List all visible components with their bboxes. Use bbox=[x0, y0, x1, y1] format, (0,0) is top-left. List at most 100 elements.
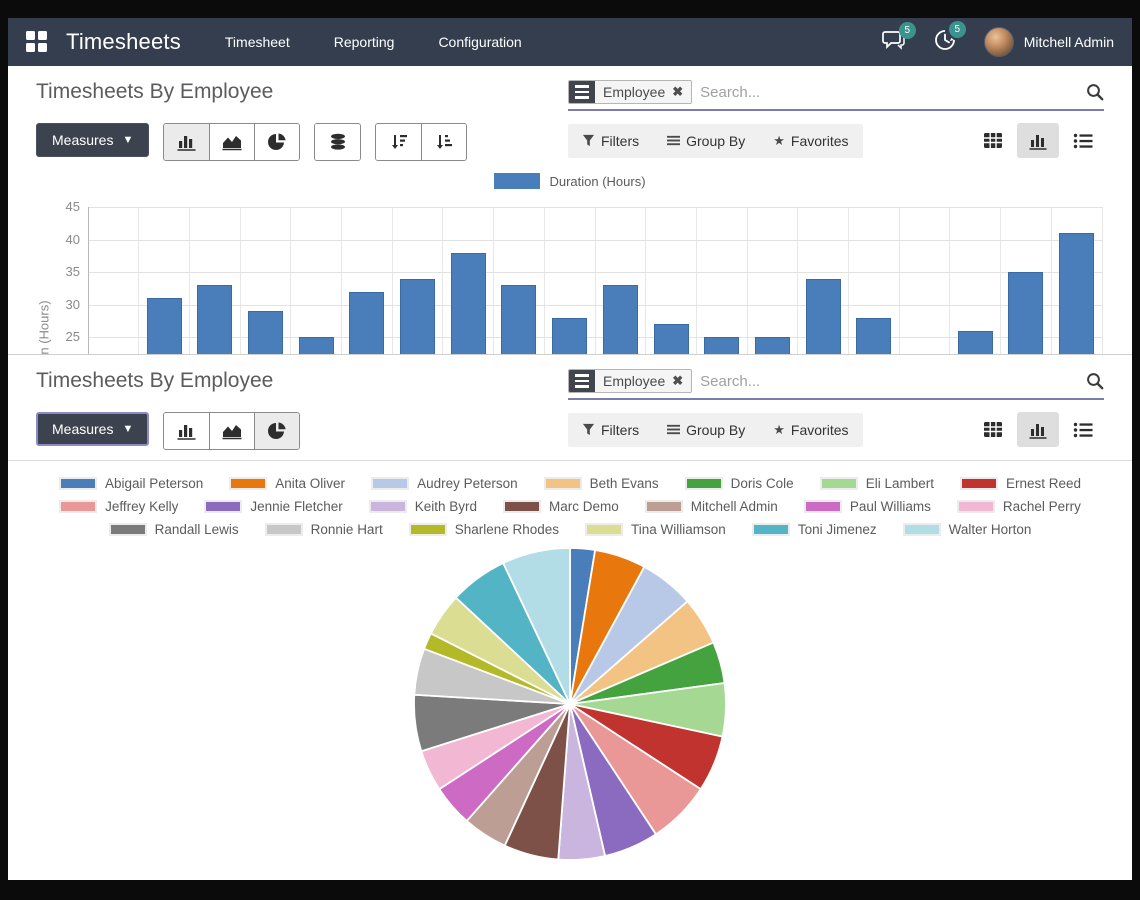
bar-chart-mode-button[interactable] bbox=[164, 413, 210, 449]
bar[interactable] bbox=[298, 337, 334, 354]
bar[interactable] bbox=[247, 311, 283, 354]
facet-remove-icon[interactable]: ✖ bbox=[672, 84, 684, 99]
bar[interactable] bbox=[1059, 233, 1095, 354]
activities-badge: 5 bbox=[948, 20, 966, 38]
apps-menu-icon[interactable] bbox=[26, 31, 48, 53]
legend-item[interactable]: Keith Byrd bbox=[356, 497, 490, 516]
nav-item-configuration[interactable]: Configuration bbox=[438, 34, 522, 50]
measures-label: Measures bbox=[52, 132, 114, 148]
bar[interactable] bbox=[957, 330, 993, 354]
legend-item[interactable]: Toni Jimenez bbox=[739, 520, 890, 539]
messages-button[interactable]: 5 bbox=[881, 21, 916, 55]
list-view-icon bbox=[1073, 422, 1093, 437]
legend-item[interactable]: Sharlene Rhodes bbox=[396, 520, 572, 539]
bar[interactable] bbox=[501, 285, 537, 354]
nav-item-timesheet[interactable]: Timesheet bbox=[224, 34, 290, 50]
search-input[interactable] bbox=[692, 80, 1086, 104]
bar[interactable] bbox=[552, 317, 588, 354]
graph-view-button[interactable] bbox=[1017, 123, 1059, 158]
legend-item[interactable]: Beth Evans bbox=[531, 474, 672, 493]
chart-type-group bbox=[163, 123, 301, 161]
sort-ascending-button[interactable] bbox=[421, 124, 467, 160]
bar[interactable] bbox=[146, 298, 182, 354]
legend-item[interactable]: Marc Demo bbox=[490, 497, 632, 516]
legend-item[interactable]: Anita Oliver bbox=[216, 474, 358, 493]
bar[interactable] bbox=[1008, 272, 1044, 354]
search-facet-employee[interactable]: Employee ✖ bbox=[568, 80, 693, 104]
legend-item[interactable]: Tina Williamson bbox=[572, 520, 739, 539]
pie-chart-icon bbox=[268, 133, 286, 150]
favorites-button[interactable]: ★ Favorites bbox=[759, 124, 862, 158]
legend-item[interactable]: Abigail Peterson bbox=[46, 474, 216, 493]
group-by-button[interactable]: Group By bbox=[653, 124, 759, 158]
bar[interactable] bbox=[450, 252, 486, 354]
activities-button[interactable]: 5 bbox=[934, 20, 966, 56]
legend-item[interactable]: Paul Williams bbox=[791, 497, 944, 516]
search-input[interactable] bbox=[692, 369, 1086, 393]
stacked-toggle-button[interactable] bbox=[315, 124, 361, 160]
bar[interactable] bbox=[602, 285, 638, 354]
legend-item[interactable]: Doris Cole bbox=[672, 474, 807, 493]
bar[interactable] bbox=[653, 324, 689, 354]
legend-item[interactable]: Walter Horton bbox=[890, 520, 1045, 539]
bar[interactable] bbox=[349, 291, 385, 354]
legend-item[interactable]: Jennie Fletcher bbox=[191, 497, 355, 516]
area-chart-icon bbox=[222, 136, 242, 151]
y-axis-tick: 35 bbox=[65, 264, 80, 279]
legend-item[interactable]: Audrey Peterson bbox=[358, 474, 531, 493]
filters-label: Filters bbox=[601, 421, 640, 438]
line-chart-mode-button[interactable] bbox=[209, 124, 255, 160]
pie-chart-mode-button[interactable] bbox=[254, 413, 300, 449]
bar-chart-mode-button[interactable] bbox=[164, 124, 210, 160]
bar-chart-legend[interactable]: Duration (Hours) bbox=[36, 169, 1104, 193]
legend-swatch bbox=[58, 477, 97, 490]
table-grid-icon bbox=[984, 421, 1002, 437]
bar[interactable] bbox=[704, 337, 740, 354]
page-title: Timesheets By Employee bbox=[36, 80, 274, 103]
legend-item[interactable]: Ernest Reed bbox=[947, 474, 1094, 493]
legend-swatch bbox=[684, 477, 723, 490]
measures-button[interactable]: Measures ▼ bbox=[36, 123, 150, 157]
graph-view-button[interactable] bbox=[1017, 412, 1059, 447]
pie-chart-mode-button[interactable] bbox=[254, 124, 300, 160]
bar[interactable] bbox=[856, 317, 892, 354]
legend-item[interactable]: Jeffrey Kelly bbox=[46, 497, 191, 516]
legend-item[interactable]: Rachel Perry bbox=[944, 497, 1094, 516]
bar[interactable] bbox=[400, 278, 436, 354]
list-view-button[interactable] bbox=[1062, 123, 1104, 158]
bar[interactable] bbox=[805, 278, 841, 354]
group-by-button[interactable]: Group By bbox=[653, 413, 759, 447]
facet-remove-icon[interactable]: ✖ bbox=[672, 373, 684, 388]
user-menu[interactable]: Mitchell Admin bbox=[983, 27, 1114, 57]
legend-item[interactable]: Mitchell Admin bbox=[632, 497, 791, 516]
bar[interactable] bbox=[754, 337, 790, 354]
nav-item-reporting[interactable]: Reporting bbox=[333, 34, 395, 50]
pie-slice[interactable]: Walter Horton: 41 bbox=[502, 547, 571, 705]
search-facet-employee[interactable]: Employee ✖ bbox=[568, 369, 693, 393]
chevron-down-icon: ▼ bbox=[122, 423, 134, 435]
sort-descending-button[interactable] bbox=[376, 124, 422, 160]
y-axis-tick: 45 bbox=[65, 199, 80, 214]
group-by-facet-icon bbox=[569, 81, 595, 103]
bar[interactable] bbox=[197, 285, 233, 354]
legend-swatch bbox=[959, 477, 998, 490]
legend-swatch bbox=[494, 173, 541, 189]
group-by-label: Group By bbox=[686, 421, 746, 438]
app-brand[interactable]: Timesheets bbox=[66, 29, 181, 54]
user-name: Mitchell Admin bbox=[1023, 34, 1114, 50]
legend-swatch bbox=[408, 523, 447, 536]
line-chart-mode-button[interactable] bbox=[209, 413, 255, 449]
legend-swatch bbox=[108, 523, 147, 536]
measures-button[interactable]: Measures ▼ bbox=[36, 412, 150, 446]
sort-asc-icon bbox=[437, 135, 453, 149]
legend-item[interactable]: Ronnie Hart bbox=[252, 520, 396, 539]
legend-label: Jeffrey Kelly bbox=[105, 499, 179, 514]
pivot-view-button[interactable] bbox=[972, 123, 1014, 158]
legend-item[interactable]: Randall Lewis bbox=[96, 520, 252, 539]
list-view-button[interactable] bbox=[1062, 412, 1104, 447]
favorites-button[interactable]: ★ Favorites bbox=[759, 413, 862, 447]
pivot-view-button[interactable] bbox=[972, 412, 1014, 447]
filters-button[interactable]: Filters bbox=[568, 413, 653, 447]
legend-item[interactable]: Eli Lambert bbox=[807, 474, 947, 493]
filters-button[interactable]: Filters bbox=[568, 124, 653, 158]
